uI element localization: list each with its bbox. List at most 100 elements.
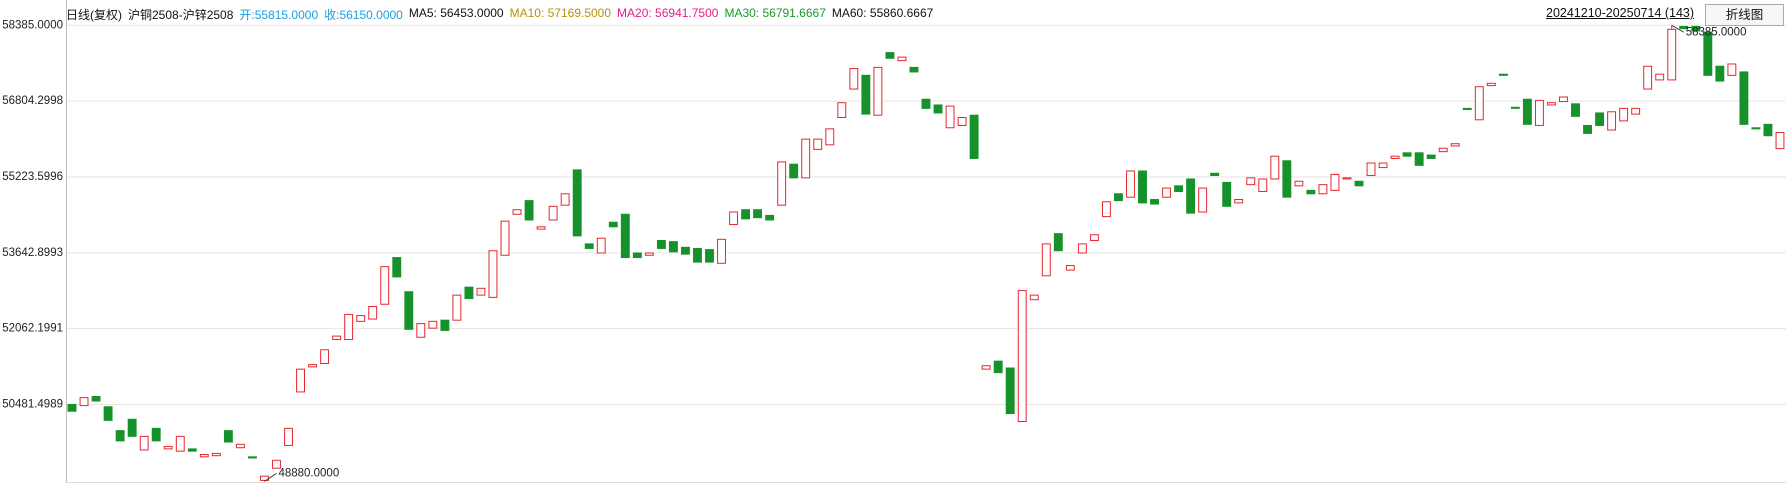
candle-body bbox=[789, 163, 799, 179]
candle-body bbox=[921, 98, 931, 109]
y-tick-label: 55223.5996 bbox=[2, 171, 63, 183]
candle-body bbox=[572, 169, 582, 237]
candle-body bbox=[1510, 106, 1520, 109]
candle-body bbox=[1438, 147, 1448, 153]
candle-body bbox=[1222, 181, 1232, 207]
candle-body bbox=[79, 397, 89, 407]
annotation-label: 48880.0000 bbox=[278, 467, 339, 479]
candle-body bbox=[1258, 178, 1268, 193]
candle-body bbox=[428, 320, 438, 329]
candle-body bbox=[969, 114, 979, 159]
candle-body bbox=[608, 221, 618, 228]
candle-body bbox=[705, 249, 714, 263]
candle-body bbox=[368, 306, 378, 320]
candle-body bbox=[452, 294, 462, 321]
candle-body bbox=[247, 456, 257, 459]
candle-body bbox=[1378, 162, 1388, 169]
candle-body bbox=[1402, 152, 1412, 157]
annotation-label: 58385.0000 bbox=[1686, 26, 1747, 38]
candle-body bbox=[1162, 187, 1172, 198]
candle-body bbox=[1619, 107, 1629, 122]
candle-body bbox=[1101, 201, 1111, 218]
candle-body bbox=[67, 403, 77, 412]
candle-body bbox=[813, 138, 823, 150]
candle-body bbox=[1065, 265, 1075, 271]
candle-body bbox=[1775, 132, 1785, 150]
candle-body bbox=[1270, 155, 1280, 180]
candle-body bbox=[1486, 82, 1496, 87]
candle-body bbox=[488, 250, 498, 298]
candle-body bbox=[1414, 152, 1424, 166]
candle-body bbox=[837, 102, 847, 118]
candle-body bbox=[897, 56, 907, 62]
candle-body bbox=[765, 214, 775, 221]
candle-body bbox=[1017, 290, 1027, 423]
candle-body bbox=[440, 319, 450, 331]
candle-body bbox=[103, 406, 113, 421]
candle-body bbox=[1306, 189, 1316, 195]
candle-body bbox=[548, 205, 558, 221]
candle-body bbox=[1089, 234, 1099, 241]
candle-body bbox=[1342, 177, 1352, 180]
candle-body bbox=[981, 365, 991, 370]
candle-body bbox=[1354, 180, 1364, 187]
candle-body bbox=[1727, 63, 1737, 76]
candle-body bbox=[668, 241, 678, 253]
legend-item: 收:56150.0000 bbox=[324, 8, 403, 22]
candle-body bbox=[717, 238, 726, 264]
candle-body bbox=[404, 291, 414, 330]
candle-body bbox=[1474, 86, 1484, 121]
candle-body bbox=[1234, 198, 1244, 204]
candle-body bbox=[1679, 25, 1689, 30]
candle-body bbox=[656, 239, 666, 249]
candle-body bbox=[693, 247, 702, 263]
candle-body bbox=[1138, 170, 1147, 204]
candle-body bbox=[1643, 65, 1653, 90]
candle-body bbox=[344, 313, 354, 341]
candle-body bbox=[199, 454, 209, 458]
candle-body bbox=[1547, 102, 1556, 106]
candle-body bbox=[187, 448, 197, 452]
candle-body bbox=[1390, 155, 1400, 159]
legend-item: 开:55815.0000 bbox=[239, 8, 319, 22]
candle-body bbox=[235, 443, 245, 449]
legend-item: MA30: 56791.6667 bbox=[724, 6, 826, 20]
candle-body bbox=[1450, 143, 1460, 147]
candle-body bbox=[1631, 107, 1641, 115]
candle-body bbox=[885, 52, 895, 59]
candle-body bbox=[296, 368, 305, 393]
line-chart-button[interactable]: 折线图 bbox=[1705, 4, 1784, 26]
candle-body bbox=[1534, 99, 1544, 126]
candle-body bbox=[1522, 98, 1532, 125]
candle-body bbox=[584, 243, 594, 249]
y-tick-label: 50481.4989 bbox=[2, 399, 63, 411]
candle-body bbox=[1150, 198, 1159, 205]
y-tick-label: 56804.2998 bbox=[2, 95, 63, 107]
candle-body bbox=[1498, 73, 1508, 76]
candle-body bbox=[861, 74, 871, 115]
candle-body bbox=[524, 200, 534, 221]
y-tick-label: 58385.0000 bbox=[2, 19, 63, 31]
candle-body bbox=[1691, 25, 1701, 32]
candle-body bbox=[849, 68, 859, 90]
candle-body bbox=[1041, 243, 1051, 277]
candle-body bbox=[1715, 65, 1725, 82]
candle-body bbox=[1174, 185, 1184, 193]
candle-body bbox=[680, 246, 690, 255]
candle-body bbox=[211, 452, 221, 457]
candle-body bbox=[127, 418, 137, 437]
candle-body bbox=[320, 349, 330, 364]
candle-body bbox=[1198, 187, 1208, 213]
legend-item: MA20: 56941.7500 bbox=[617, 6, 719, 20]
candle-body bbox=[632, 252, 642, 259]
date-range[interactable]: 20241210-20250714 (143) bbox=[1546, 6, 1695, 20]
candle-body bbox=[1763, 123, 1773, 137]
candle-body bbox=[957, 116, 967, 126]
candle-body bbox=[1282, 160, 1292, 198]
candle-body bbox=[1366, 162, 1376, 177]
candle-body bbox=[1029, 294, 1039, 301]
candle-body bbox=[272, 459, 281, 469]
candle-body bbox=[596, 237, 606, 254]
candle-body bbox=[1126, 170, 1135, 198]
